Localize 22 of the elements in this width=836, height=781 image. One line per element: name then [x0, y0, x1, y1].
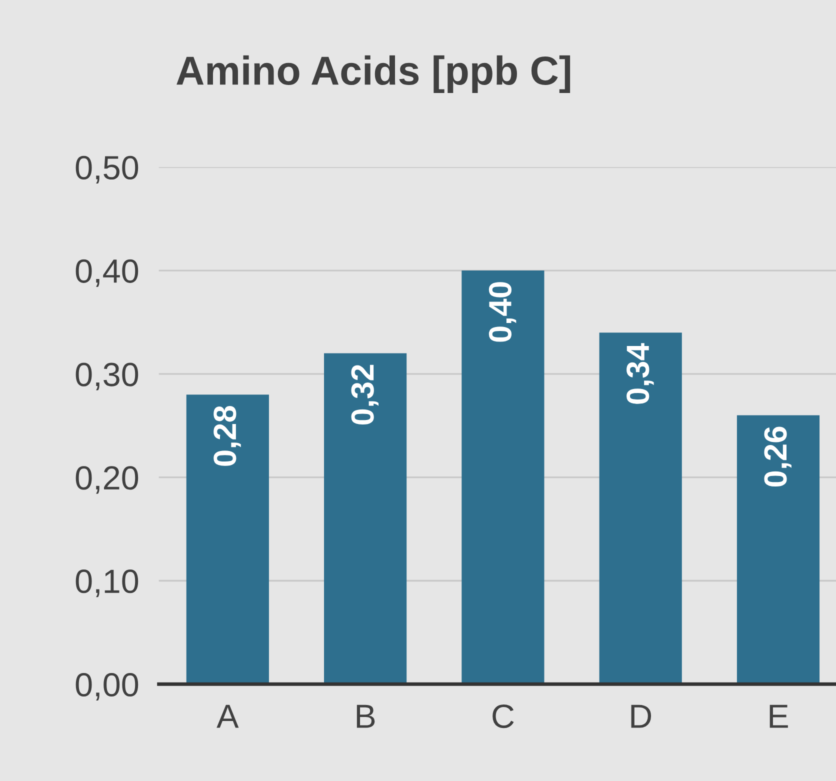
data-label: 0,40 [488, 282, 516, 342]
bar [462, 270, 544, 684]
bar [186, 394, 269, 684]
bar [599, 332, 682, 684]
y-tick-label: 0,00 [76, 672, 138, 700]
data-label: 0,26 [764, 426, 792, 487]
chart-title: Amino Acids [ppb C] [176, 55, 570, 93]
y-tick-label: 0,10 [76, 570, 138, 598]
x-tick-label: B [356, 704, 375, 728]
y-tick-label: 0,30 [76, 362, 138, 390]
data-label: 0,34 [626, 343, 654, 404]
bar [324, 353, 407, 684]
data-label: 0,28 [214, 406, 241, 466]
x-tick-label: C [492, 704, 514, 728]
x-tick-label: D [631, 704, 652, 728]
data-label: 0,32 [351, 364, 379, 425]
x-tick-label: A [216, 704, 239, 728]
y-tick-label: 0,50 [76, 156, 138, 184]
x-tick-label: E [770, 704, 788, 728]
y-tick-label: 0,20 [76, 466, 138, 494]
bar [736, 415, 820, 684]
y-tick-label: 0,40 [76, 259, 138, 287]
